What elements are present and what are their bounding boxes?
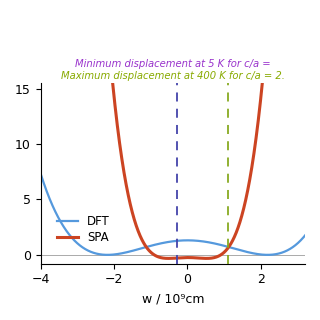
Text: Maximum displacement at 400 K for c/a = 2.: Maximum displacement at 400 K for c/a = … <box>61 71 285 81</box>
DFT <box>144 245 148 249</box>
DFT <box>156 242 160 246</box>
DFT <box>70 236 74 240</box>
Text: Minimum displacement at 5 K for c/a =: Minimum displacement at 5 K for c/a = <box>75 59 271 69</box>
DFT <box>314 217 318 221</box>
X-axis label: w / 10⁹cm: w / 10⁹cm <box>141 292 204 305</box>
DFT <box>309 226 313 229</box>
SPA <box>204 257 208 260</box>
Line: DFT: DFT <box>41 173 316 255</box>
DFT <box>266 253 269 257</box>
Legend: DFT, SPA: DFT, SPA <box>52 210 115 249</box>
DFT <box>39 172 43 175</box>
Line: SPA: SPA <box>41 0 316 259</box>
SPA <box>156 255 160 259</box>
SPA <box>144 245 148 249</box>
DFT <box>279 251 283 255</box>
DFT <box>86 249 90 253</box>
